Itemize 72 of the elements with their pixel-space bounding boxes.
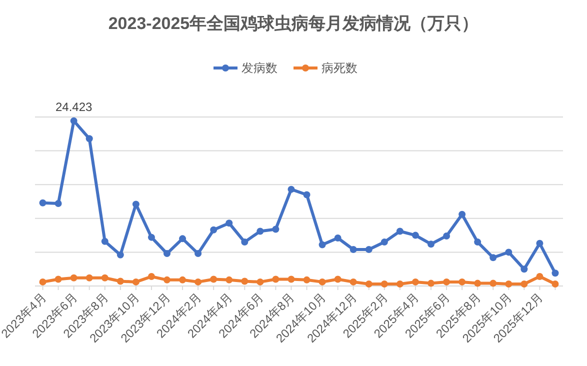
point [256,278,264,286]
point [303,276,310,284]
point [365,280,372,288]
point [116,278,124,285]
point [148,273,155,280]
point [396,228,404,235]
point [70,274,78,282]
point [474,280,482,287]
point [164,276,170,284]
point [101,238,108,245]
point [179,276,186,284]
point [39,278,46,286]
point [241,238,248,246]
point [86,135,93,142]
point [428,280,434,287]
point [272,276,280,283]
point [505,248,512,256]
point [116,251,124,258]
point [256,228,264,235]
point [54,200,62,208]
point [318,278,326,286]
point [443,232,450,240]
point [536,273,544,280]
point [380,238,388,246]
point [210,226,218,234]
point [303,191,310,198]
point [520,280,528,288]
point [350,278,357,286]
point [54,276,62,283]
point [334,276,342,283]
chart-title: 2023-2025年全国鸡球虫病每月发病情况（万只） [108,14,479,33]
point [552,280,559,288]
point [552,270,559,277]
point [365,246,372,253]
point [241,278,248,285]
point [194,250,202,258]
data-label: 24.423 [55,100,92,114]
point [272,226,280,233]
point [350,246,357,253]
point [520,266,528,273]
point [288,276,295,283]
point [412,232,419,239]
point [194,278,202,286]
point [428,240,434,248]
point [536,240,544,247]
point [458,278,466,286]
point [179,235,186,242]
point [148,234,155,241]
point [226,220,233,227]
point [505,280,512,288]
point [86,274,93,282]
point [210,276,218,283]
point [318,241,326,248]
point [412,278,419,286]
point [490,280,497,287]
point [334,234,342,242]
point [101,274,108,282]
point [474,238,482,246]
point [226,276,233,284]
legend-label: 病死数 [322,61,358,75]
legend-label: 发病数 [242,61,278,75]
point [443,278,450,286]
point [490,254,497,262]
point [132,278,140,286]
point [380,280,388,288]
point [396,280,404,288]
point [164,250,170,258]
point [458,210,466,218]
point [132,200,140,208]
point [70,117,78,124]
point [39,199,46,206]
point [288,186,295,193]
